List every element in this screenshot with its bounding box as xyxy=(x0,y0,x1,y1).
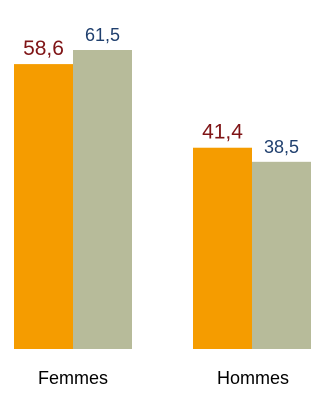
bar-hommes-series-1 xyxy=(193,147,252,349)
data-labels-group: 58,6 61,5 41,4 38,5 xyxy=(23,25,299,157)
bar-femmes-series-1 xyxy=(14,64,73,350)
category-label-femmes: Femmes xyxy=(38,368,108,388)
data-label-hommes-series-2: 38,5 xyxy=(264,137,299,157)
category-label-hommes: Hommes xyxy=(217,368,289,388)
data-label-hommes-series-1: 41,4 xyxy=(202,121,243,144)
bar-hommes-series-2 xyxy=(252,161,311,349)
data-label-femmes-series-2: 61,5 xyxy=(85,25,120,45)
bars-group xyxy=(14,50,311,350)
category-labels-group: Femmes Hommes xyxy=(38,368,289,388)
bar-femmes-series-2 xyxy=(73,50,132,349)
data-label-femmes-series-1: 58,6 xyxy=(23,37,64,60)
